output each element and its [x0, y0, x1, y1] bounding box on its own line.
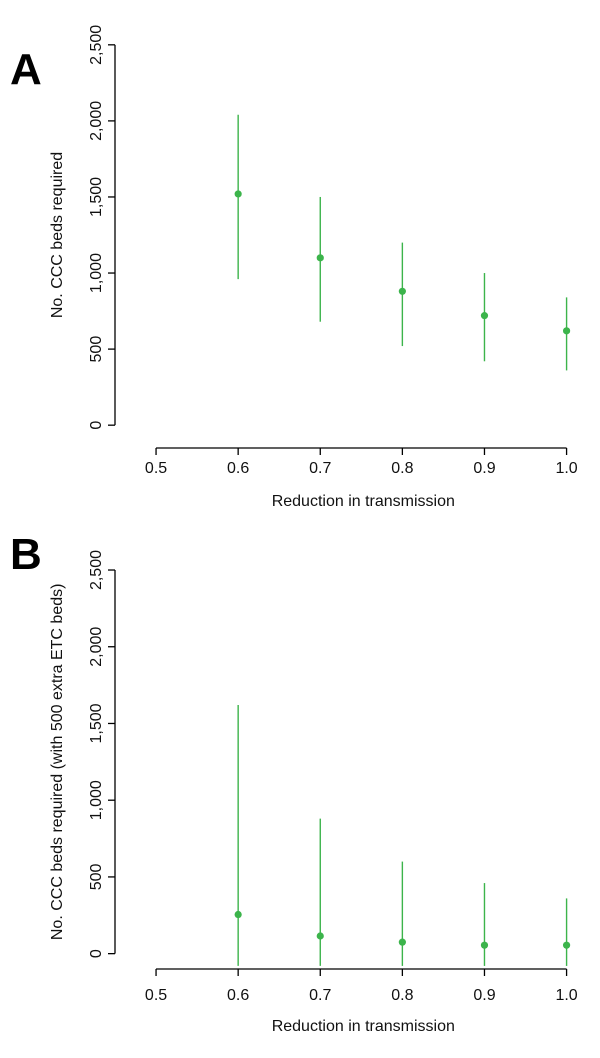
chart-b-x-tick-label: 0.6	[227, 987, 249, 1004]
chart-a-y-tick-label: 1,500	[88, 177, 105, 217]
chart-a-data-point	[398, 287, 406, 295]
chart-a-svg: A 0 500 1,000 1,500 2,000 2,500 0.5 0.6 0.7 0.8 0.9…	[10, 25, 578, 510]
chart-b-data-point	[398, 938, 406, 946]
chart-a-y-tick-label: 2,000	[88, 101, 105, 141]
chart-a-x-tick-label: 0.8	[391, 460, 413, 477]
chart-a-x-axis-title: Reduction in transmission	[272, 493, 455, 510]
chart-b-x-tick-label: 0.8	[391, 987, 413, 1004]
chart-b-x-axis-title: Reduction in transmission	[272, 1018, 455, 1035]
chart-b-svg: B 0 500 1,000 1,500 2,000 2,500 0.5 0.6 0.7 0.8 0.9…	[10, 530, 578, 1035]
chart-b-data-point	[234, 910, 242, 919]
chart-a-y-tick-label: 1,000	[88, 253, 105, 293]
chart-b-y-axis-title: No. CCC beds required (with 500 extra ET…	[49, 584, 66, 941]
chart-b-y-tick-label: 2,500	[88, 550, 105, 590]
panel-a-letter: A	[10, 45, 42, 94]
chart-a-y-tick-label: 0	[88, 421, 105, 430]
chart-a-x-tick-label: 1.0	[555, 460, 577, 477]
chart-b-y-tick-label: 2,000	[88, 627, 105, 667]
chart-a-data-point	[562, 327, 571, 335]
chart-a-y-axis-title: No. CCC beds required	[49, 152, 66, 318]
chart-a-x-tick-label: 0.7	[309, 460, 331, 477]
chart-a-y-tick-label: 2,500	[88, 25, 105, 65]
chart-b-x-tick-label: 0.9	[473, 987, 495, 1004]
chart-a-x-tick-label: 0.5	[145, 460, 167, 477]
chart-b-y-tick-label: 1,500	[88, 703, 105, 743]
chart-panel-a: A 0 500 1,000 1,500 2,000 2,500 0.5 0.6 0.7 0.8 0.9…	[0, 0, 600, 525]
chart-b-data-point	[480, 941, 489, 949]
chart-b-x-tick-label: 0.7	[309, 987, 331, 1004]
chart-b-x-tick-label: 0.5	[145, 987, 167, 1004]
chart-a-data-point	[316, 254, 324, 262]
panel-b-letter: B	[10, 530, 42, 579]
chart-a-y-tick-label: 500	[88, 336, 105, 363]
chart-b-y-tick-label: 1,000	[88, 780, 105, 820]
chart-b-y-tick-label: 500	[88, 863, 105, 890]
chart-a-data-point	[234, 190, 242, 198]
chart-a-data-point	[480, 312, 489, 320]
chart-a-x-tick-label: 0.9	[473, 460, 495, 477]
chart-b-data-point	[562, 941, 571, 949]
chart-b-x-tick-label: 1.0	[555, 987, 577, 1004]
chart-a-x-tick-label: 0.6	[227, 460, 249, 477]
chart-b-data-point	[316, 932, 324, 940]
chart-b-y-tick-label: 0	[88, 949, 105, 958]
chart-panel-b: B 0 500 1,000 1,500 2,000 2,500 0.5 0.6 0.7 0.8 0.9…	[0, 525, 600, 1058]
